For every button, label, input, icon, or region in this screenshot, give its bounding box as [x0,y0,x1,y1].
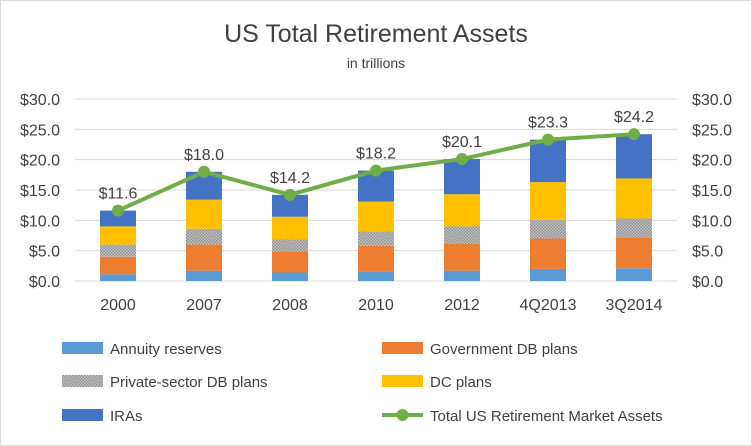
y-tick-label-left: $20.0 [20,153,60,170]
legend-swatch [62,375,103,387]
data-label: $18.2 [356,146,396,163]
y-tick-label-right: $30.0 [692,92,732,109]
bar-segment [444,270,480,281]
y-tick-label-left: $0.0 [29,274,60,291]
y-tick-label-right: $15.0 [692,183,732,200]
total-assets-marker [112,204,124,217]
bar-segment [616,178,652,219]
total-assets-marker [456,153,468,166]
legend-label: Total US Retirement Market Assets [430,408,663,425]
legend-swatch [62,342,103,354]
bar-segment [444,226,480,244]
data-label: $23.3 [528,115,568,132]
y-tick-label-left: $15.0 [20,183,60,200]
x-tick-label: 2010 [358,297,394,314]
bar-segment [272,251,308,273]
y-tick-label-left: $30.0 [20,92,60,109]
bar-segment [272,216,308,240]
legend-label: Government DB plans [430,341,578,358]
legend-swatch [382,342,423,354]
bar-segment [186,270,222,281]
bar-segment [358,245,394,272]
bar-segment [444,243,480,271]
y-tick-label-left: $10.0 [20,213,60,230]
bar-segment [530,238,566,269]
y-tick-label-right: $10.0 [692,213,732,230]
legend-label: IRAs [110,408,143,425]
chart-subtitle: in trillions [346,55,406,71]
legend-label: DC plans [430,374,492,391]
data-label: $24.2 [614,109,654,126]
total-assets-marker [284,188,296,201]
bar-segment [100,274,136,281]
chart-title: US Total Retirement Assets [224,20,528,48]
bar-segment [100,256,136,275]
data-label: $11.6 [99,186,138,203]
bar-segment [616,237,652,269]
bar-segment [186,199,222,229]
bar-segment [530,268,566,281]
x-tick-label: 2007 [186,297,222,314]
bar-segment [444,194,480,227]
bar-segment [616,218,652,238]
bar-segment [530,219,566,239]
x-tick-label: 2008 [272,297,308,314]
bar-segment [358,231,394,246]
bar-segment [100,226,136,245]
y-tick-label-right: $20.0 [692,153,732,170]
bar-segment [100,244,136,257]
x-tick-label: 4Q2013 [520,297,577,314]
x-tick-label: 2000 [100,297,136,314]
total-assets-marker [542,133,554,146]
y-tick-label-right: $0.0 [692,274,723,291]
data-label: $20.1 [442,134,482,151]
data-label: $14.2 [270,170,310,187]
legend-swatch [62,409,103,421]
bar-segment [358,201,394,232]
y-tick-label-left: $5.0 [29,244,60,261]
legend-marker [396,409,409,421]
bar-segment [100,210,136,227]
bar-segment [616,268,652,281]
bar-segment [186,244,222,271]
total-assets-marker [198,165,210,178]
bar-segment [272,194,308,217]
bar-segment [616,134,652,179]
legend-label: Private-sector DB plans [110,374,268,391]
total-assets-marker [370,164,382,177]
bar-segment [530,182,566,220]
bar-segment [358,271,394,281]
bar-segment [530,139,566,183]
legend-label: Annuity reserves [110,341,222,358]
bar-segment [272,272,308,281]
bar-segment [186,228,222,245]
total-assets-marker [628,128,640,141]
legend-swatch [382,375,423,387]
y-tick-label-right: $5.0 [692,244,723,261]
bar-segment [272,239,308,252]
data-label: $18.0 [184,147,224,164]
y-tick-label-right: $25.0 [692,122,732,139]
y-tick-label-left: $25.0 [20,122,60,139]
x-tick-label: 2012 [444,297,480,314]
x-tick-label: 3Q2014 [606,297,663,314]
